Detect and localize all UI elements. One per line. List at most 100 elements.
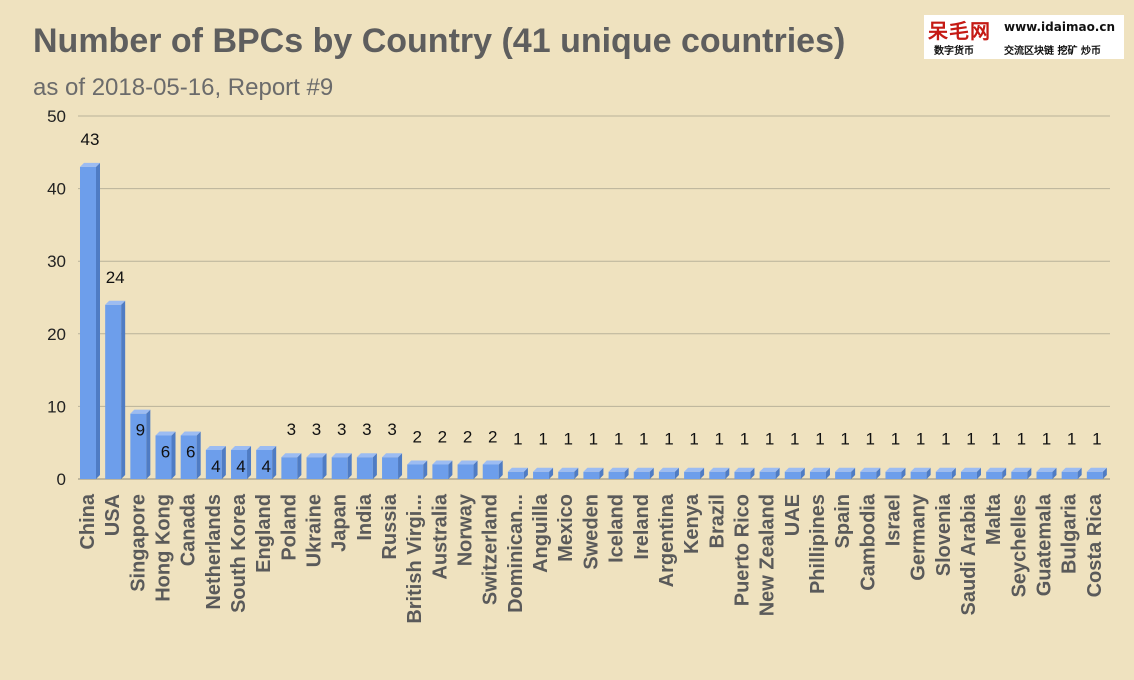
bar-side: [876, 467, 881, 479]
y-tick-label: 0: [57, 470, 66, 489]
data-label: 4: [261, 457, 270, 476]
y-tick-label: 30: [47, 252, 66, 271]
data-label: 2: [412, 427, 421, 446]
bar-top: [205, 445, 226, 450]
bar-side: [272, 445, 277, 479]
bar: [281, 457, 298, 479]
bar-top: [684, 467, 705, 472]
bar-top: [986, 467, 1007, 472]
bar-side: [926, 467, 931, 479]
category-label: British Virgi...: [404, 494, 426, 624]
bar: [784, 471, 801, 479]
bar-top: [709, 467, 730, 472]
bar-side: [901, 467, 906, 479]
bar-side: [649, 467, 654, 479]
bar: [432, 464, 449, 479]
category-label: Switzerland: [480, 494, 502, 605]
watermark-logo-sub: 数字货币: [934, 46, 974, 57]
category-label: Anguilla: [530, 493, 552, 573]
data-label: 1: [1067, 430, 1076, 449]
bar-top: [432, 460, 453, 465]
bar-side: [146, 409, 151, 479]
bar-top: [80, 162, 100, 167]
bar: [910, 471, 927, 479]
bar-top: [482, 460, 503, 465]
bar: [960, 471, 977, 479]
data-label: 43: [81, 130, 100, 149]
bar-side: [599, 467, 604, 479]
bar-top: [583, 467, 604, 472]
bar-side: [372, 453, 377, 479]
data-label: 9: [136, 421, 145, 440]
bar-top: [784, 467, 805, 472]
category-label: Canada: [178, 493, 200, 566]
data-label: 1: [513, 430, 522, 449]
bar-top: [1086, 467, 1107, 472]
category-label: Slovenia: [933, 493, 955, 576]
bar-top: [658, 467, 679, 472]
category-label: Sweden: [580, 494, 602, 570]
data-label: 1: [1042, 430, 1051, 449]
data-label: 6: [161, 442, 170, 461]
bar: [231, 449, 248, 479]
category-label: Israel: [882, 494, 904, 546]
data-label: 1: [815, 430, 824, 449]
bar-top: [1011, 467, 1032, 472]
bar-side: [1027, 467, 1032, 479]
data-label: 2: [463, 427, 472, 446]
category-label: Saudi Arabia: [958, 493, 980, 615]
bar-top: [256, 445, 277, 450]
bar-side: [976, 467, 981, 479]
bar: [256, 449, 273, 479]
bar-top: [910, 467, 931, 472]
bar-top: [1061, 467, 1082, 472]
watermark-logo: 呆毛网 数字货币 www.idaimao.cn 交流区块链 挖矿 炒币: [924, 15, 1124, 59]
bar: [1061, 471, 1078, 479]
bar: [633, 471, 650, 479]
data-label: 3: [362, 420, 371, 439]
data-label: 1: [1092, 430, 1101, 449]
bar: [482, 464, 499, 479]
watermark-url: www.idaimao.cn: [1004, 20, 1116, 34]
category-label: Malta: [983, 493, 1005, 545]
y-tick-label: 10: [47, 397, 66, 416]
data-label: 4: [236, 457, 245, 476]
bar-top: [558, 467, 579, 472]
category-label: Hong Kong: [153, 494, 175, 602]
bar: [180, 435, 197, 479]
y-tick-label: 40: [47, 180, 66, 199]
bar: [734, 471, 751, 479]
data-label: 2: [488, 427, 497, 446]
category-label: England: [253, 494, 275, 573]
category-label: Singapore: [127, 494, 149, 592]
bar-side: [121, 300, 126, 479]
data-label: 1: [866, 430, 875, 449]
data-label: 1: [589, 430, 598, 449]
bar: [709, 471, 726, 479]
bar-side: [247, 445, 252, 479]
bar-top: [457, 460, 478, 465]
bar-side: [549, 467, 554, 479]
bar-top: [382, 453, 403, 458]
bar-side: [1002, 467, 1007, 479]
bar-side: [171, 431, 176, 479]
bar-top: [105, 300, 126, 305]
category-label: USA: [102, 494, 124, 536]
data-label: 6: [186, 442, 195, 461]
bar-side: [624, 467, 629, 479]
category-label: Japan: [329, 494, 351, 552]
bar-side: [700, 467, 705, 479]
bar-side: [775, 467, 780, 479]
data-label: 2: [438, 427, 447, 446]
bar: [558, 471, 575, 479]
bar: [331, 457, 348, 479]
category-label: Seychelles: [1008, 494, 1030, 597]
category-label: Norway: [455, 493, 477, 566]
bar-top: [759, 467, 780, 472]
category-label: Dominican...: [505, 494, 527, 613]
category-label: Germany: [908, 493, 930, 581]
bar: [759, 471, 776, 479]
bar: [935, 471, 952, 479]
data-label: 1: [991, 430, 1000, 449]
